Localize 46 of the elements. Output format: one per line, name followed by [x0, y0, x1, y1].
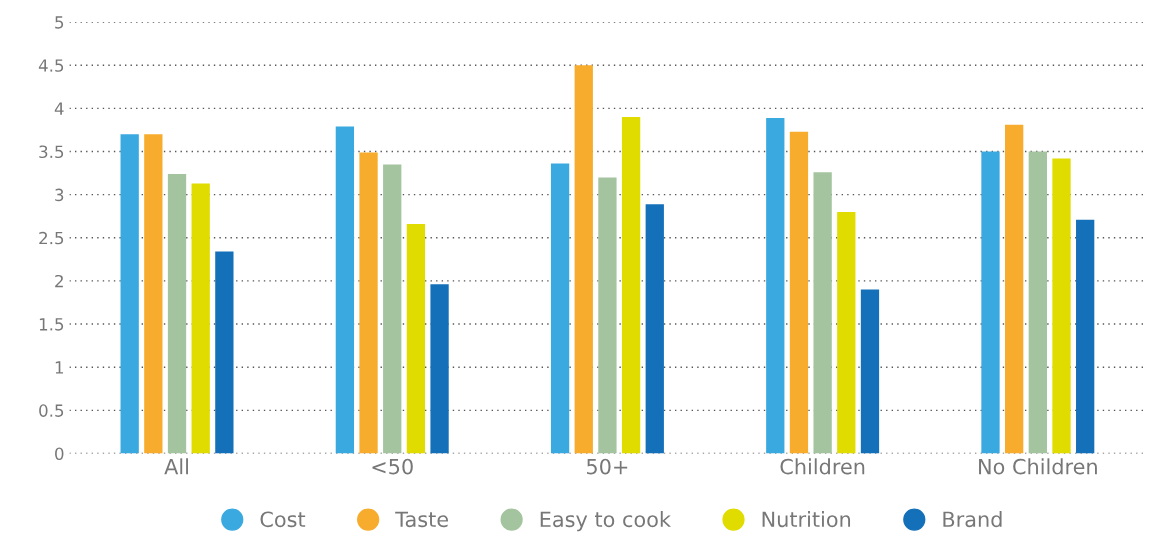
bar	[598, 177, 617, 454]
x-tick-label: All	[164, 458, 188, 475]
bar	[1076, 219, 1095, 454]
y-tick-label: 1	[55, 361, 64, 374]
y-tick-label: 4	[54, 102, 64, 115]
bar	[406, 223, 426, 454]
bar	[837, 211, 856, 454]
bar	[335, 126, 355, 454]
bar	[191, 183, 210, 454]
y-tick-label: 3.5	[39, 145, 64, 159]
bar	[1005, 124, 1024, 454]
bar	[430, 284, 449, 454]
x-tick-label: 50+	[587, 458, 628, 475]
bar	[621, 117, 641, 454]
bar	[813, 172, 832, 454]
y-tick-label: 2.5	[39, 231, 64, 245]
bar	[550, 163, 570, 454]
y-tick-label: 1.5	[39, 318, 64, 331]
bar	[645, 204, 664, 454]
bar	[120, 134, 139, 454]
bar	[167, 173, 187, 454]
bar	[1028, 151, 1047, 454]
y-tick-label: 5	[55, 16, 64, 29]
legend-label: Nutrition	[762, 511, 851, 528]
bar	[766, 117, 785, 454]
y-tick-label: 0	[55, 447, 64, 461]
bar	[860, 289, 880, 454]
legend-label: Easy to cook	[540, 511, 671, 532]
y-tick-label: 3	[55, 188, 64, 202]
y-tick-label: 2	[55, 274, 63, 288]
legend-label: Cost	[260, 511, 306, 528]
bar	[359, 152, 378, 454]
legend-label: Brand	[943, 511, 1002, 528]
bar	[574, 65, 593, 454]
x-tick-label: <50	[372, 458, 413, 475]
x-tick-label: No Children	[979, 458, 1097, 475]
bar	[981, 151, 1000, 454]
x-tick-label: Children	[780, 458, 865, 475]
y-tick-label: 0.5	[39, 404, 64, 417]
bar	[144, 134, 163, 454]
bar	[215, 251, 234, 454]
legend-label: Taste	[395, 511, 449, 528]
y-tick-label: 4.5	[38, 59, 64, 72]
bar	[789, 131, 809, 454]
bar	[383, 164, 402, 454]
bar	[1052, 158, 1071, 454]
